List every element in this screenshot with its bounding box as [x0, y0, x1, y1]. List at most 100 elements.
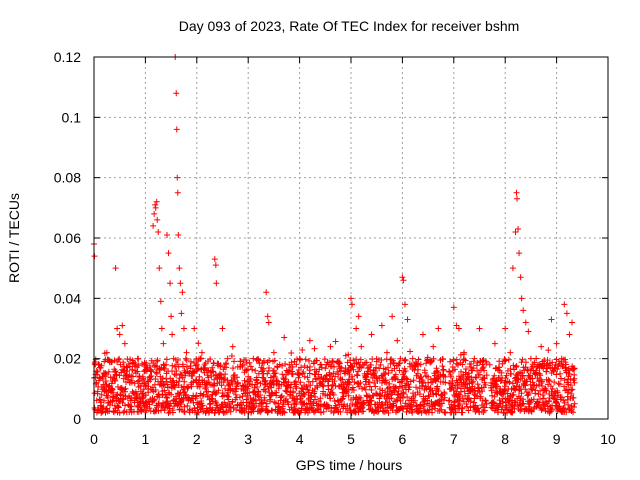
background-point: [377, 392, 384, 399]
background-point: [379, 401, 386, 408]
background-point: [278, 392, 285, 399]
data-point: [137, 382, 144, 389]
background-point: [249, 366, 256, 373]
background-point: [415, 409, 422, 416]
background-point: [127, 356, 134, 363]
background-point: [566, 370, 573, 377]
data-point: [389, 313, 396, 320]
background-point: [159, 375, 166, 382]
background-point: [386, 380, 393, 387]
data-point: [176, 265, 183, 272]
background-point: [293, 401, 300, 408]
x-tick-label: 0: [90, 431, 98, 447]
background-point: [476, 371, 483, 378]
data-point: [533, 367, 540, 374]
data-point: [404, 316, 411, 323]
background-point: [319, 382, 326, 389]
background-point: [336, 360, 343, 367]
background-point: [550, 368, 557, 375]
data-point: [337, 367, 344, 374]
background-point: [481, 367, 488, 374]
background-point: [128, 403, 135, 410]
data-point: [108, 358, 115, 365]
data-point: [111, 376, 118, 383]
background-point: [396, 367, 403, 374]
background-point: [538, 407, 545, 414]
background-point: [399, 394, 406, 401]
background-point: [442, 373, 449, 380]
background-point: [343, 388, 350, 395]
background-point: [271, 357, 278, 364]
data-point: [114, 325, 121, 332]
background-point: [320, 388, 327, 395]
data-point: [450, 304, 457, 311]
background-point: [350, 386, 357, 393]
background-point: [326, 375, 333, 382]
background-point: [470, 358, 477, 365]
background-point: [105, 368, 112, 375]
background-point: [462, 392, 469, 399]
data-point: [419, 331, 426, 338]
background-point: [146, 362, 153, 369]
background-point: [474, 381, 481, 388]
background-point: [390, 402, 397, 409]
background-point: [207, 356, 214, 363]
background-point: [195, 340, 202, 347]
background-point: [406, 384, 413, 391]
background-point: [562, 361, 569, 368]
background-point: [345, 386, 352, 393]
background-point: [571, 403, 578, 410]
data-point: [152, 204, 159, 211]
background-point: [174, 402, 181, 409]
background-point: [311, 409, 318, 416]
background-point: [100, 397, 107, 404]
axis-ticks: 0 1 2 3 4 5 6 7 8 9 10 0 0.02 0.04 0.06 0.08 0.1 0.12: [54, 49, 616, 447]
background-point: [571, 400, 578, 407]
background-point: [164, 384, 171, 391]
x-tick-label: 9: [553, 431, 561, 447]
data-point: [502, 325, 509, 332]
background-point: [306, 389, 313, 396]
background-point: [318, 409, 325, 416]
data-point: [162, 361, 169, 368]
background-point: [272, 370, 279, 377]
data-point: [121, 340, 128, 347]
data-point: [173, 126, 180, 133]
background-point: [434, 383, 441, 390]
background-point: [331, 398, 338, 405]
background-point: [503, 372, 510, 379]
background-point: [519, 356, 526, 363]
background-point: [114, 383, 121, 390]
data-point: [180, 325, 187, 332]
background-point: [509, 380, 516, 387]
background-point: [438, 400, 445, 407]
background-point: [219, 389, 226, 396]
data-point: [291, 379, 298, 386]
background-point: [439, 356, 446, 363]
data-point: [158, 325, 165, 332]
data-point: [168, 313, 175, 320]
background-point: [142, 392, 149, 399]
background-point: [187, 358, 194, 365]
background-point: [442, 409, 449, 416]
background-point: [414, 360, 421, 367]
background-point: [483, 400, 490, 407]
background-point: [253, 400, 260, 407]
background-point: [474, 359, 481, 366]
background-point: [552, 361, 559, 368]
background-point: [247, 363, 254, 370]
background-point: [258, 400, 265, 407]
data-point: [296, 355, 303, 362]
background-point: [556, 381, 563, 388]
data-point: [191, 325, 198, 332]
background-point: [553, 371, 560, 378]
background-point: [252, 367, 259, 374]
background-point: [404, 394, 411, 401]
background-point: [262, 388, 269, 395]
background-point: [543, 387, 550, 394]
background-point: [109, 398, 116, 405]
data-point: [177, 280, 184, 287]
background-point: [333, 404, 340, 411]
background-point: [483, 360, 490, 367]
